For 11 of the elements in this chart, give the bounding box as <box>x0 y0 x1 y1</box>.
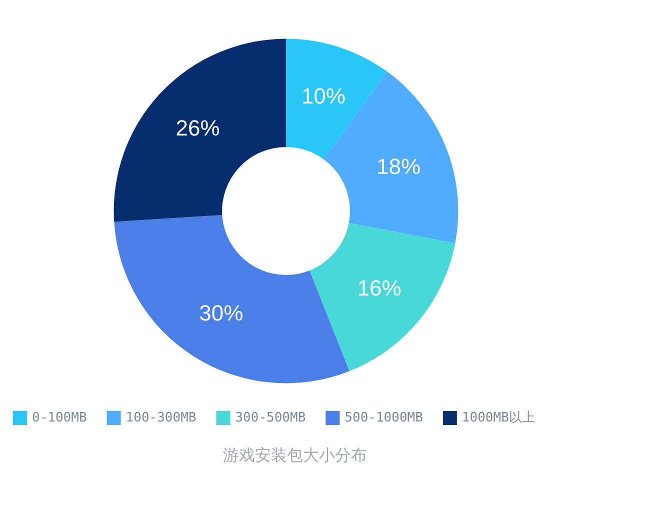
text: 游戏安装包大小分布 <box>223 446 367 464</box>
legend-label: 0-100MB <box>32 410 87 426</box>
legend-label: 100-300MB <box>126 410 196 426</box>
data-label: 16% <box>357 276 402 301</box>
data-label: 18% <box>376 154 421 179</box>
legend-label: 1000MB以上 <box>462 410 535 426</box>
data-label: 26% <box>176 116 220 141</box>
data-label: 10% <box>301 83 346 108</box>
legend-label: 300-500MB <box>235 410 306 426</box>
legend-label: 500-1000MB <box>344 410 424 426</box>
data-label: 30% <box>199 300 244 326</box>
